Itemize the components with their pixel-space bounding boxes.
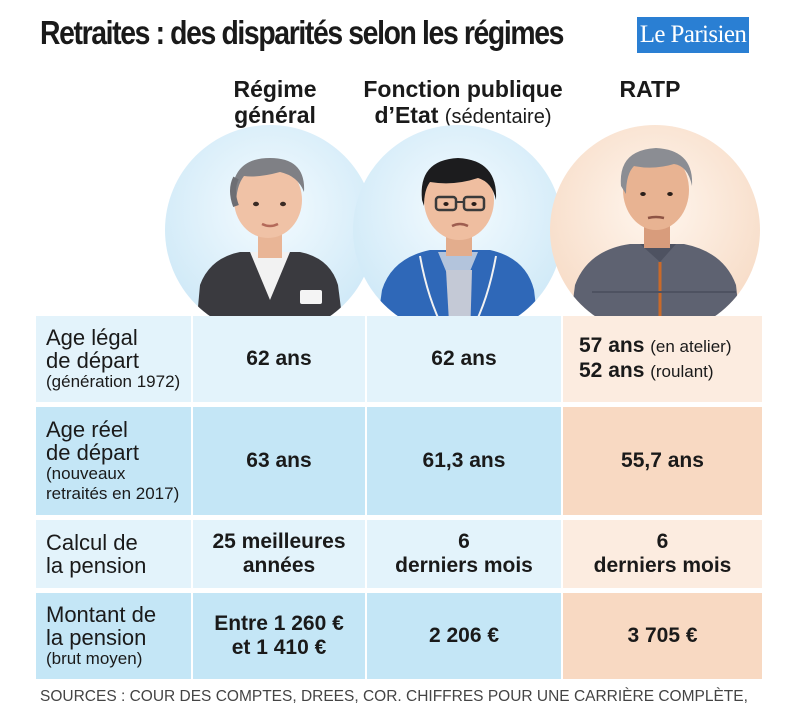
cell-age-legal-fonction-publique: 62 ans: [367, 316, 561, 402]
page-title: Retraites : des disparités selon les rég…: [40, 14, 564, 51]
row-label-age-legal: Age légal de départ (génération 1972): [36, 316, 191, 402]
man-glasses-portrait: [353, 125, 563, 335]
le-parisien-logo: Le Parisien: [637, 17, 749, 53]
woman-portrait: [165, 125, 375, 335]
cell-montant-ratp: 3 705 €: [563, 593, 762, 679]
cell-age-legal-ratp: 57 ans (en atelier) 52 ans (roulant): [563, 316, 762, 402]
cell-montant-general: Entre 1 260 € et 1 410 €: [193, 593, 365, 679]
row-label-age-reel: Age réel de départ (nouveaux retraités e…: [36, 407, 191, 515]
cell-age-legal-general: 62 ans: [193, 316, 365, 402]
cell-calcul-ratp: 6 derniers mois: [563, 520, 762, 588]
cell-calcul-general: 25 meilleures années: [193, 520, 365, 588]
man-gray-hair-portrait: [550, 125, 760, 335]
column-header-fonction-publique: Fonction publique d’Etat (sédentaire): [363, 76, 563, 128]
cell-age-reel-general: 63 ans: [193, 407, 365, 515]
row-label-montant-pension: Montant de la pension (brut moyen): [36, 593, 191, 679]
row-label-calcul-pension: Calcul de la pension: [36, 520, 191, 588]
column-header-ratp: RATP: [619, 76, 681, 102]
cell-age-reel-ratp: 55,7 ans: [563, 407, 762, 515]
portraits-illustration: [165, 125, 760, 335]
cell-calcul-fonction-publique: 6 derniers mois: [367, 520, 561, 588]
column-header-regime-general: Régime général: [233, 76, 317, 128]
sources-footnote: SOURCES : COUR DES COMPTES, DREES, COR. …: [40, 688, 748, 705]
cell-age-reel-fonction-publique: 61,3 ans: [367, 407, 561, 515]
cell-montant-fonction-publique: 2 206 €: [367, 593, 561, 679]
